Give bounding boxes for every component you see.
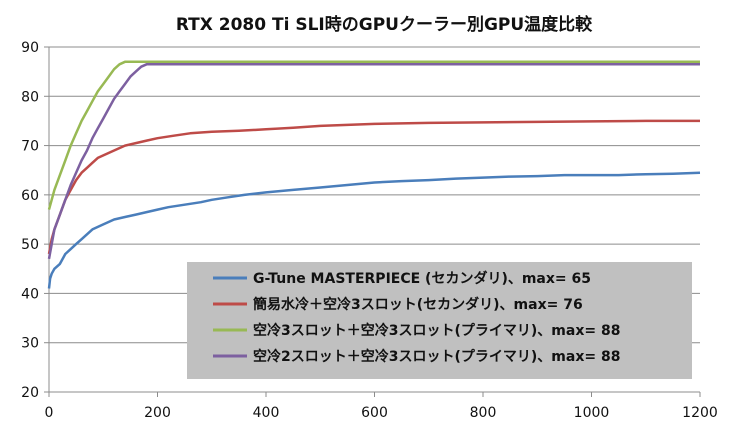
x-tick-label: 0: [45, 405, 54, 421]
series-layer: [47, 60, 701, 289]
y-tick-label: 80: [21, 89, 39, 105]
y-tick-label: 30: [21, 336, 39, 352]
y-tick-label: 60: [21, 188, 39, 204]
y-tick-label: 40: [21, 286, 39, 302]
x-tick-label: 400: [253, 405, 280, 421]
legend-box: [187, 262, 692, 379]
chart-title: RTX 2080 Ti SLI時のGPUクーラー別GPU温度比較: [176, 14, 593, 35]
legend: G-Tune MASTERPIECE (セカンダリ)、max= 65 簡易水冷＋空…: [187, 262, 692, 379]
series-line-1: [47, 171, 701, 289]
y-tick-label: 20: [21, 385, 39, 401]
legend-label: G-Tune MASTERPIECE (セカンダリ)、max= 65: [253, 270, 591, 287]
series-line-2: [47, 119, 700, 255]
x-tick-label: 1200: [682, 405, 718, 421]
x-tick-label: 600: [361, 405, 388, 421]
x-tick-label: 1000: [574, 405, 610, 421]
x-tick-label: 800: [470, 405, 497, 421]
legend-label: 簡易水冷＋空冷3スロット(セカンダリ)、max= 76: [253, 296, 583, 313]
legend-label: 空冷2スロット＋空冷3スロット(プライマリ)、max= 88: [253, 348, 620, 365]
legend-label: 空冷3スロット＋空冷3スロット(プライマリ)、max= 88: [253, 322, 620, 339]
y-tick-label: 90: [21, 40, 39, 56]
series-line-4: [47, 63, 700, 260]
y-tick-label: 50: [21, 237, 39, 253]
series-line-3: [47, 60, 700, 210]
x-tick-label: 200: [144, 405, 171, 421]
axes: 20 30 40 50 60 70 80 90 0 200 400 600 800 1000 1200: [21, 40, 718, 421]
y-tick-label: 70: [21, 139, 39, 155]
